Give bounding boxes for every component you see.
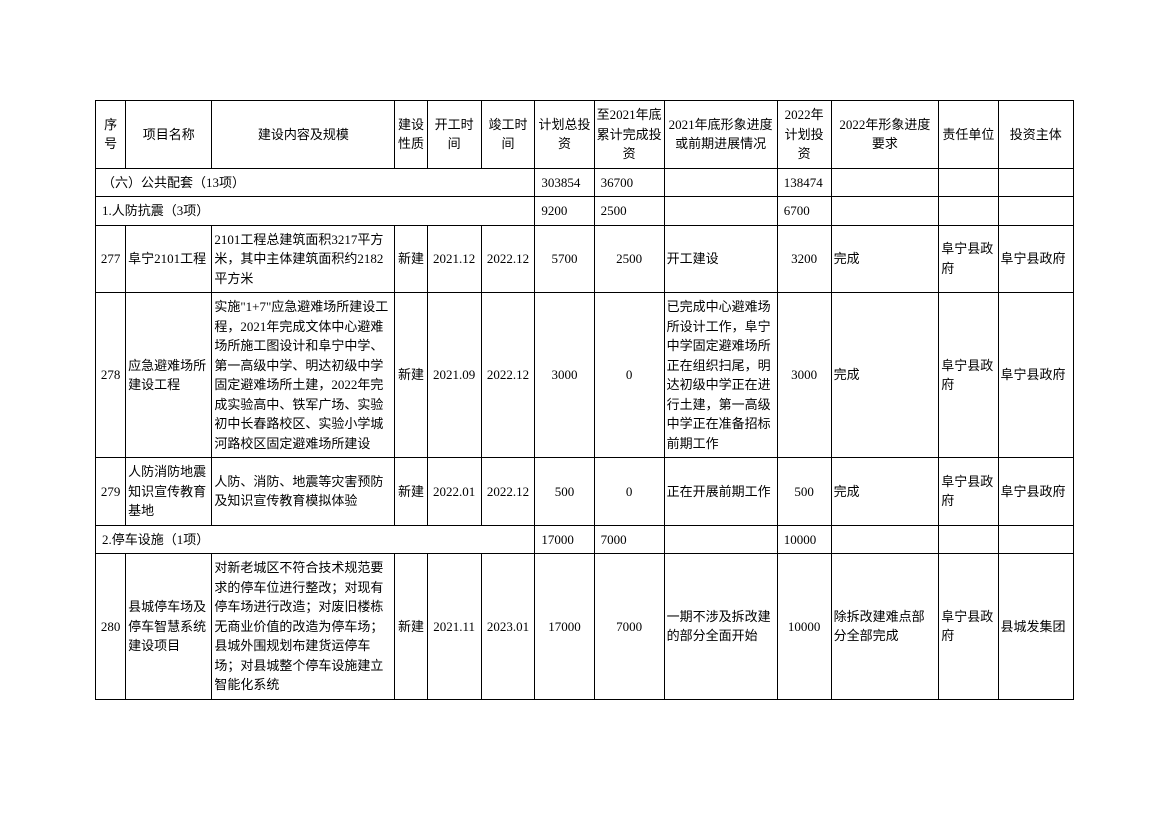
cell-req: 完成 <box>831 225 939 293</box>
cell-seq: 277 <box>96 225 126 293</box>
section-row-parking: 2.停车设施（1项） 17000 7000 10000 <box>96 525 1074 554</box>
section-empty <box>831 168 939 197</box>
cell-plan-inv: 3000 <box>535 293 594 458</box>
section-row-public: （六）公共配套（13项） 303854 36700 138474 <box>96 168 1074 197</box>
section-empty <box>998 525 1073 554</box>
cell-unit: 阜宁县政府 <box>939 225 998 293</box>
section-plan-inv: 17000 <box>535 525 594 554</box>
section-plan-inv: 303854 <box>535 168 594 197</box>
cell-seq: 278 <box>96 293 126 458</box>
cell-plan-inv: 5700 <box>535 225 594 293</box>
table-row: 277 阜宁2101工程 2101工程总建筑面积3217平方米，其中主体建筑面积… <box>96 225 1074 293</box>
section-inv-2022: 6700 <box>777 197 831 226</box>
cell-progress: 一期不涉及拆改建的部分全面开始 <box>664 554 777 700</box>
cell-plan-inv: 500 <box>535 458 594 526</box>
cell-inv-2022: 10000 <box>777 554 831 700</box>
section-empty <box>939 525 998 554</box>
header-plan-inv: 计划总投资 <box>535 101 594 169</box>
cell-req: 除拆改建难点部分全部完成 <box>831 554 939 700</box>
cell-name: 阜宁2101工程 <box>126 225 212 293</box>
cell-content: 2101工程总建筑面积3217平方米，其中主体建筑面积约2182平方米 <box>212 225 395 293</box>
header-start: 开工时间 <box>427 101 481 169</box>
cell-content: 人防、消防、地震等灾害预防及知识宣传教育模拟体验 <box>212 458 395 526</box>
cell-nature: 新建 <box>395 458 427 526</box>
header-row: 序号 项目名称 建设内容及规模 建设性质 开工时间 竣工时间 计划总投资 至20… <box>96 101 1074 169</box>
cell-owner: 阜宁县政府 <box>998 225 1073 293</box>
cell-inv-2022: 3200 <box>777 225 831 293</box>
table-row: 279 人防消防地震知识宣传教育基地 人防、消防、地震等灾害预防及知识宣传教育模… <box>96 458 1074 526</box>
section-empty <box>831 197 939 226</box>
cell-owner: 阜宁县政府 <box>998 458 1073 526</box>
section-empty <box>664 197 777 226</box>
cell-nature: 新建 <box>395 225 427 293</box>
cell-req: 完成 <box>831 293 939 458</box>
section-title: （六）公共配套（13项） <box>96 168 535 197</box>
table-row: 280 县城停车场及停车智慧系统建设项目 对新老城区不符合技术规范要求的停车位进… <box>96 554 1074 700</box>
cell-unit: 阜宁县政府 <box>939 458 998 526</box>
section-empty <box>939 197 998 226</box>
cell-owner: 阜宁县政府 <box>998 293 1073 458</box>
header-req-2022: 2022年形象进度要求 <box>831 101 939 169</box>
cell-plan-inv: 17000 <box>535 554 594 700</box>
header-nature: 建设性质 <box>395 101 427 169</box>
cell-name: 县城停车场及停车智慧系统建设项目 <box>126 554 212 700</box>
table-row: 278 应急避难场所建设工程 实施"1+7"应急避难场所建设工程，2021年完成… <box>96 293 1074 458</box>
cell-owner: 县城发集团 <box>998 554 1073 700</box>
cell-content: 实施"1+7"应急避难场所建设工程，2021年完成文体中心避难场所施工图设计和阜… <box>212 293 395 458</box>
section-empty <box>939 168 998 197</box>
header-name: 项目名称 <box>126 101 212 169</box>
section-title: 2.停车设施（1项） <box>96 525 535 554</box>
cell-end: 2023.01 <box>481 554 535 700</box>
section-cum-inv: 2500 <box>594 197 664 226</box>
header-cum-inv: 至2021年底累计完成投资 <box>594 101 664 169</box>
cell-name: 人防消防地震知识宣传教育基地 <box>126 458 212 526</box>
cell-nature: 新建 <box>395 554 427 700</box>
cell-unit: 阜宁县政府 <box>939 554 998 700</box>
header-unit: 责任单位 <box>939 101 998 169</box>
cell-cum-inv: 0 <box>594 293 664 458</box>
section-cum-inv: 36700 <box>594 168 664 197</box>
section-inv-2022: 138474 <box>777 168 831 197</box>
header-owner: 投资主体 <box>998 101 1073 169</box>
cell-end: 2022.12 <box>481 293 535 458</box>
cell-inv-2022: 3000 <box>777 293 831 458</box>
section-empty <box>998 197 1073 226</box>
header-progress: 2021年底形象进度或前期进展情况 <box>664 101 777 169</box>
section-empty <box>664 525 777 554</box>
header-content: 建设内容及规模 <box>212 101 395 169</box>
section-row-defense: 1.人防抗震（3项） 9200 2500 6700 <box>96 197 1074 226</box>
section-cum-inv: 7000 <box>594 525 664 554</box>
cell-unit: 阜宁县政府 <box>939 293 998 458</box>
cell-progress: 开工建设 <box>664 225 777 293</box>
cell-nature: 新建 <box>395 293 427 458</box>
cell-seq: 279 <box>96 458 126 526</box>
project-table: 序号 项目名称 建设内容及规模 建设性质 开工时间 竣工时间 计划总投资 至20… <box>95 100 1074 700</box>
cell-progress: 正在开展前期工作 <box>664 458 777 526</box>
section-inv-2022: 10000 <box>777 525 831 554</box>
header-inv-2022: 2022年计划投资 <box>777 101 831 169</box>
cell-content: 对新老城区不符合技术规范要求的停车位进行整改；对现有停车场进行改造；对废旧楼栋无… <box>212 554 395 700</box>
header-end: 竣工时间 <box>481 101 535 169</box>
section-empty <box>664 168 777 197</box>
cell-start: 2022.01 <box>427 458 481 526</box>
header-seq: 序号 <box>96 101 126 169</box>
cell-start: 2021.09 <box>427 293 481 458</box>
cell-inv-2022: 500 <box>777 458 831 526</box>
cell-cum-inv: 7000 <box>594 554 664 700</box>
cell-seq: 280 <box>96 554 126 700</box>
cell-start: 2021.11 <box>427 554 481 700</box>
cell-req: 完成 <box>831 458 939 526</box>
cell-name: 应急避难场所建设工程 <box>126 293 212 458</box>
section-plan-inv: 9200 <box>535 197 594 226</box>
section-empty <box>998 168 1073 197</box>
cell-end: 2022.12 <box>481 458 535 526</box>
cell-start: 2021.12 <box>427 225 481 293</box>
cell-cum-inv: 0 <box>594 458 664 526</box>
section-empty <box>831 525 939 554</box>
cell-end: 2022.12 <box>481 225 535 293</box>
cell-progress: 已完成中心避难场所设计工作，阜宁中学固定避难场所正在组织扫尾，明达初级中学正在进… <box>664 293 777 458</box>
section-title: 1.人防抗震（3项） <box>96 197 535 226</box>
cell-cum-inv: 2500 <box>594 225 664 293</box>
